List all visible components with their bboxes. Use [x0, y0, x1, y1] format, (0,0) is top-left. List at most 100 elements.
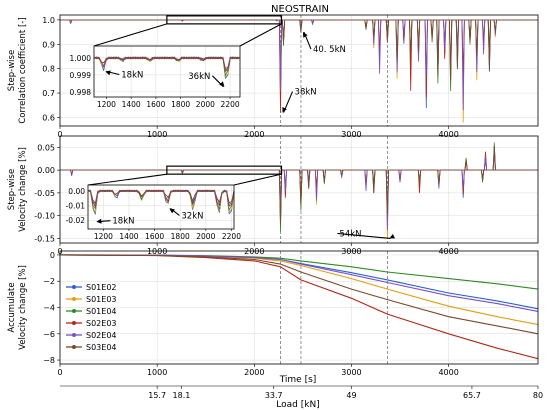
- inset-y-tick-label: -0.01: [66, 202, 86, 211]
- y-tick-label: 1.0: [42, 16, 55, 25]
- annotation-label: 38kN: [295, 88, 317, 98]
- inset-x-tick-label: 1800: [171, 232, 190, 241]
- x-tick-label: 1000: [147, 368, 167, 377]
- inset-series-line-5: [87, 189, 235, 206]
- legend-label: S01E03: [86, 295, 117, 304]
- load-axis-tick-label: 80: [533, 391, 543, 400]
- series-line-S01E02: [59, 254, 539, 310]
- inset-x-tick-label: 1800: [171, 100, 190, 109]
- zoom-connector-line: [93, 23, 168, 47]
- legend-marker: [72, 345, 76, 349]
- x-tick-label: 1000: [147, 130, 167, 139]
- inset-background: [94, 46, 240, 97]
- annotation-arrowhead: [105, 70, 111, 76]
- inset-x-tick-label: 1400: [119, 232, 138, 241]
- series-line-6: [60, 19, 538, 82]
- y-tick-label: −4: [43, 304, 55, 313]
- zoom-connector-line: [233, 173, 282, 186]
- inset-series-line-4: [93, 56, 241, 72]
- x-tick-label: 4000: [438, 130, 458, 139]
- plot-frame: [59, 250, 539, 365]
- y-axis-label: Accumulate: [7, 282, 17, 332]
- y-tick-label: -0.15: [34, 234, 55, 243]
- x-tick-label: 3000: [341, 130, 361, 139]
- inset-frame: [87, 184, 235, 230]
- y-tick-label: 0: [50, 251, 55, 260]
- legend-label: S02E03: [86, 319, 117, 328]
- inset-y-tick-label: -0.02: [66, 216, 86, 225]
- load-axis-tick-label: 65.7: [463, 391, 481, 400]
- y-tick-label: 0.8: [42, 65, 55, 74]
- x-tick-label: 3000: [341, 368, 361, 377]
- inset-x-tick-label: 1200: [97, 100, 116, 109]
- series-line-S02E03: [59, 254, 539, 360]
- legend-label: S01E04: [86, 307, 117, 316]
- inset-y-tick-label: 0.999: [70, 71, 92, 80]
- inset-y-tick-label: 1.000: [70, 54, 92, 63]
- y-tick-label: 0.6: [42, 113, 55, 122]
- x-axis-label-load: Load [kN]: [276, 400, 319, 410]
- figure-title: NEOSTRAIN: [271, 4, 329, 15]
- load-axis-tick-label: 33.7: [265, 391, 283, 400]
- annotation-arrowhead: [282, 107, 287, 113]
- annotation-label: 32kN: [181, 211, 203, 221]
- inset-frame: [93, 45, 241, 98]
- y-tick-label: 0.05: [37, 143, 55, 152]
- x-tick-label: 4000: [438, 368, 458, 377]
- plot-frame: [59, 14, 539, 127]
- inset-x-tick-label: 2000: [196, 232, 215, 241]
- y-axis-label: Velocity change [%]: [18, 147, 28, 232]
- legend-label: S03E04: [86, 343, 117, 352]
- inset-series-line-6: [87, 189, 235, 204]
- y-tick-label: −2: [43, 277, 55, 286]
- annotation-label: 40. 5kN: [313, 45, 346, 55]
- legend-marker: [72, 333, 76, 337]
- y-axis-label: Step-wise: [7, 50, 17, 91]
- x-tick-label: 2000: [244, 368, 264, 377]
- legend-label: S02E04: [86, 331, 117, 340]
- inset-x-tick-label: 1200: [94, 232, 113, 241]
- y-tick-label: −8: [43, 356, 55, 365]
- inset-background: [88, 185, 234, 229]
- legend-marker: [72, 321, 76, 325]
- y-axis-label: Step-wise: [7, 169, 17, 210]
- legend-marker: [72, 297, 76, 301]
- inset-x-tick-label: 1600: [146, 100, 165, 109]
- inset-x-tick-label: 1400: [122, 100, 141, 109]
- zoom-connector-line: [239, 23, 282, 47]
- velocity-change-panel: 0 1000 2000 3000 40000.050.00-0.05-0.10-0.15…: [7, 135, 539, 256]
- y-tick-label: −6: [43, 330, 55, 339]
- accumulated-velocity-panel: 0 1000 2000 3000 4000 0 −2 −4 −6 −8 Accumulate Velo…: [7, 250, 543, 400]
- series-line-S01E03: [59, 254, 539, 326]
- inset-series-line-5: [93, 56, 241, 71]
- series-line-6: [60, 145, 538, 225]
- y-axis-label: Velocity change [%]: [18, 265, 28, 350]
- annotation-arrowhead: [96, 218, 102, 224]
- inset-y-tick-label: 0.998: [70, 88, 92, 97]
- inset-x-tick-label: 1600: [145, 232, 164, 241]
- annotation-label: 18kN: [112, 217, 134, 227]
- load-axis-tick-label: 15.7: [148, 391, 166, 400]
- inset-series-line-4: [87, 189, 235, 208]
- y-tick-label: 0.7: [42, 89, 55, 98]
- legend: S01E02 S01E03 S01E04 S02E03 S02E04 S03E04: [66, 283, 117, 352]
- x-tick-label: 2000: [244, 130, 264, 139]
- x-tick-label: 0: [57, 130, 62, 139]
- series-line-S03E04: [59, 254, 539, 335]
- inset-x-tick-label: 2200: [221, 100, 240, 109]
- annotation-arrowhead: [169, 208, 175, 214]
- series-line-S01E04: [59, 254, 539, 290]
- legend-label: S01E02: [86, 283, 117, 292]
- annotation-label: 54kN: [339, 229, 361, 239]
- annotation-label: 18kN: [121, 71, 143, 81]
- legend-marker: [72, 309, 76, 313]
- y-tick-label: -0.05: [34, 189, 55, 198]
- inset-x-tick-label: 2000: [196, 100, 215, 109]
- inset-series-line-3: [93, 56, 241, 76]
- annotation-arrow: [337, 232, 391, 239]
- load-axis-tick-label: 49: [346, 391, 356, 400]
- legend-marker: [72, 285, 76, 289]
- annotation-label: 36kN: [188, 72, 210, 82]
- zoom-connector-line: [87, 173, 167, 186]
- annotation-arrowhead: [389, 234, 395, 239]
